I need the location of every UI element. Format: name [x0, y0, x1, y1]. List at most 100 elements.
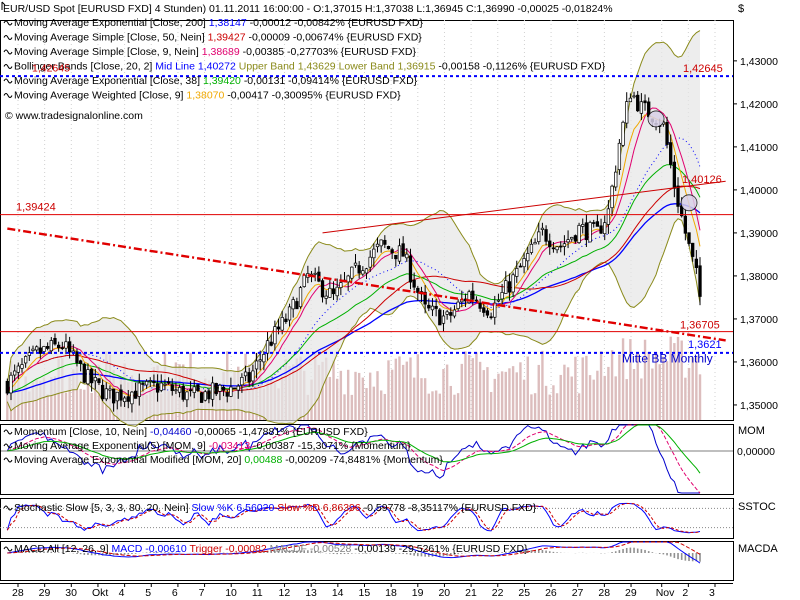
macd-histogram-bar: [666, 553, 668, 556]
candle-body: [269, 341, 273, 346]
macd-histogram-bar: [340, 553, 342, 555]
volume-bar: [643, 339, 647, 420]
macd-histogram-bar: [625, 547, 628, 553]
macd-histogram-bar: [43, 551, 45, 553]
label-1-40126: 1,40126: [682, 174, 722, 186]
candle-body: [474, 299, 479, 302]
x-tick-label: Okt: [92, 587, 108, 599]
macd-histogram-bar: [167, 552, 170, 553]
candle-body: [148, 380, 152, 382]
candle-body: [335, 286, 339, 297]
candle-body: [610, 185, 614, 209]
volume-bar: [321, 361, 324, 420]
x-tick-label: 25: [518, 587, 530, 599]
macd-histogram-bar: [530, 550, 533, 553]
candle-body: [64, 341, 68, 349]
volume-bar: [478, 361, 482, 420]
volume-bar: [680, 340, 683, 420]
x-tick-label: 12: [279, 587, 291, 599]
volume-bar: [658, 364, 661, 420]
volume-bar: [647, 351, 650, 420]
drawn-lines: [0, 75, 733, 354]
legend-line-icon: [3, 429, 13, 435]
candle-body: [504, 280, 508, 294]
candle-body: [533, 242, 537, 245]
macd-histogram-bar: [633, 547, 635, 553]
macd-histogram-bar: [684, 553, 687, 561]
candle-body: [20, 364, 24, 369]
upper-channel-line: [322, 180, 726, 234]
volume-bar: [328, 376, 332, 420]
candle-body: [130, 391, 134, 405]
candle-body: [273, 326, 277, 345]
candle-body: [324, 295, 328, 299]
candle-body: [643, 100, 647, 104]
macd-histogram-bar: [365, 553, 368, 554]
candle-body: [350, 266, 354, 279]
volume-bar: [610, 350, 614, 420]
macd-histogram-bar: [277, 550, 280, 553]
candle-body: [489, 316, 493, 319]
candle-body: [126, 396, 130, 402]
watermark: © www.tradesignalonline.com: [5, 110, 143, 122]
volume-bar: [361, 377, 365, 420]
macd-histogram-bar: [160, 552, 163, 553]
candle-body: [218, 384, 222, 392]
candle-body: [170, 384, 174, 392]
macd-histogram-bar: [164, 552, 166, 553]
candle-body: [559, 245, 563, 248]
candle-body: [53, 337, 57, 345]
legend-line-icon: [3, 20, 13, 26]
volume-bar: [563, 364, 566, 420]
x-tick-label: 4: [119, 587, 125, 599]
candle-body: [188, 389, 193, 392]
candle-body: [438, 309, 442, 326]
volume-bar: [46, 394, 49, 420]
candle-body: [430, 305, 435, 311]
macd-histogram-bar: [153, 552, 155, 553]
candle-body: [199, 392, 204, 403]
candle-body: [181, 385, 185, 400]
macd-axis-label: MACDA: [738, 543, 778, 555]
volume-bar: [519, 362, 522, 420]
candle-body: [258, 359, 262, 362]
volume-bar: [390, 369, 394, 420]
candle-body: [45, 346, 50, 349]
macd-histogram-bar: [556, 552, 558, 553]
candle-body: [67, 341, 72, 353]
volume-bar: [585, 355, 588, 420]
candle-body: [515, 268, 519, 277]
stochastic-d-line: [6, 503, 701, 534]
macd-histogram-bar: [673, 553, 676, 558]
volume-bar: [42, 377, 46, 420]
bollinger-bands: [6, 30, 701, 427]
volume-bar: [434, 390, 438, 420]
macd-histogram-bar: [24, 551, 27, 553]
volume-bar: [588, 375, 592, 420]
volume-bar: [676, 336, 680, 420]
volume-bar: [541, 350, 544, 420]
candle-body: [210, 382, 215, 400]
overlap-price-label: 1,42645: [32, 62, 70, 74]
candle-body: [603, 222, 607, 235]
macd-histogram-bar: [428, 553, 430, 557]
candle-body: [625, 101, 629, 124]
volume-bar: [405, 361, 409, 420]
macd-histogram-bar: [281, 550, 284, 553]
candle-body: [119, 389, 123, 401]
volume-bar: [592, 379, 595, 420]
candle-body: [669, 142, 673, 165]
line-label-1-36705: 1,36705: [680, 320, 720, 332]
candle-body: [89, 368, 94, 384]
volume-bar: [471, 358, 474, 420]
x-tick-label: 19: [412, 587, 424, 599]
candle-body: [166, 381, 171, 384]
volume-bar: [497, 373, 500, 420]
macd-histogram-bar: [504, 551, 507, 553]
volume-bar: [522, 379, 526, 420]
macd-histogram-bar: [691, 553, 694, 562]
volume-bar: [335, 378, 339, 420]
candle-body: [478, 302, 482, 309]
x-tick-label: 27: [572, 587, 584, 599]
